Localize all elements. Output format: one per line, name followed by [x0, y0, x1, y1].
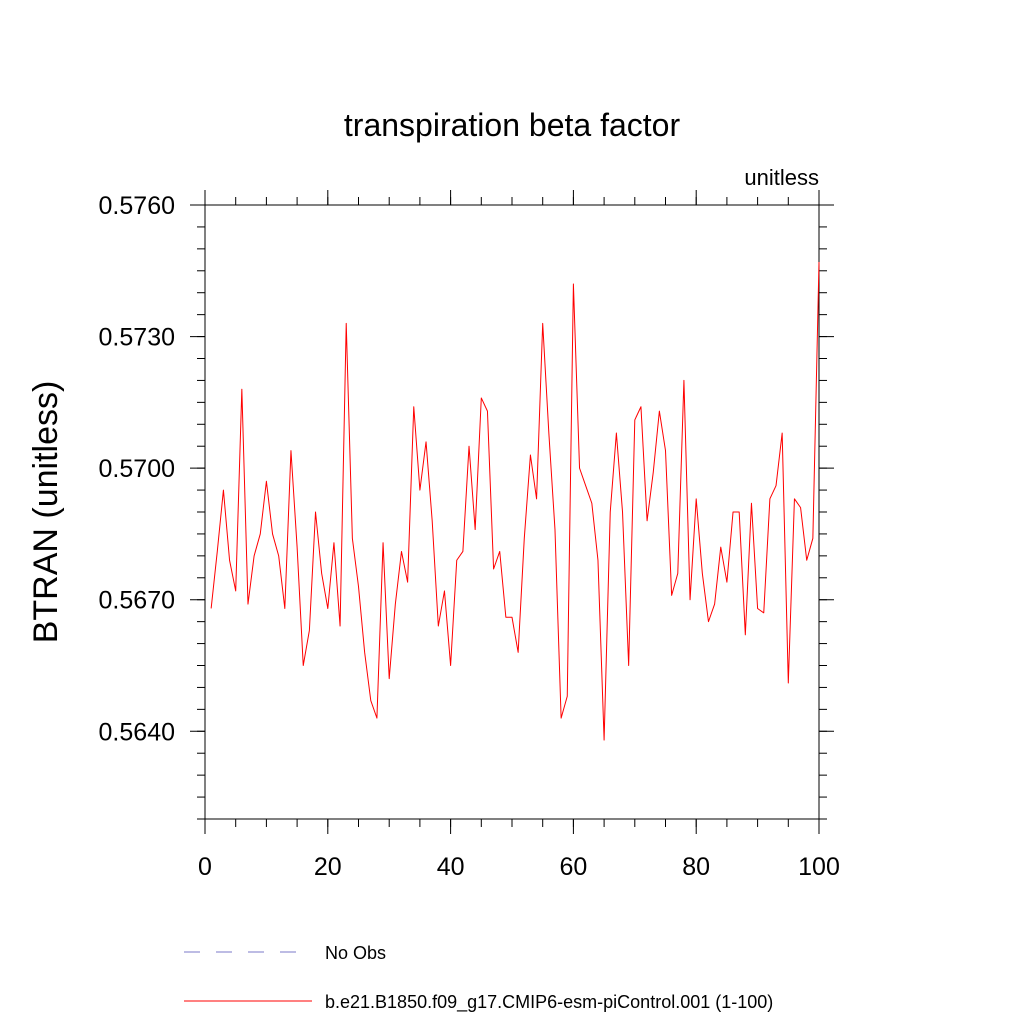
x-tick-label: 80: [682, 853, 710, 881]
x-tick-label: 100: [798, 853, 840, 881]
y-tick-label: 0.5700: [99, 455, 175, 483]
x-tick-label: 0: [198, 853, 212, 881]
legend: No Obs b.e21.B1850.f09_g17.CMIP6-esm-piC…: [184, 943, 773, 1013]
chart-title: transpiration beta factor: [344, 107, 681, 143]
legend-label-no-obs: No Obs: [325, 943, 386, 963]
y-tick-label: 0.5760: [99, 192, 175, 220]
series-line: [210, 261, 820, 741]
y-tick-label: 0.5730: [99, 324, 175, 352]
x-tick-label: 40: [437, 853, 465, 881]
chart-units-label: unitless: [744, 165, 819, 190]
y-tick-label: 0.5640: [99, 718, 175, 746]
series-layer: [210, 261, 820, 741]
legend-label-model-run: b.e21.B1850.f09_g17.CMIP6-esm-piControl.…: [325, 992, 773, 1013]
x-axis-ticks: 0 20 40 60 80 100: [198, 190, 840, 881]
x-tick-label: 60: [559, 853, 587, 881]
y-tick-label: 0.5670: [99, 587, 175, 615]
x-tick-label: 20: [314, 853, 342, 881]
y-axis-ticks: 0.5640 0.5670 0.5700 0.5730 0.5760: [99, 192, 834, 820]
y-axis-label: BTRAN (unitless): [27, 381, 65, 644]
